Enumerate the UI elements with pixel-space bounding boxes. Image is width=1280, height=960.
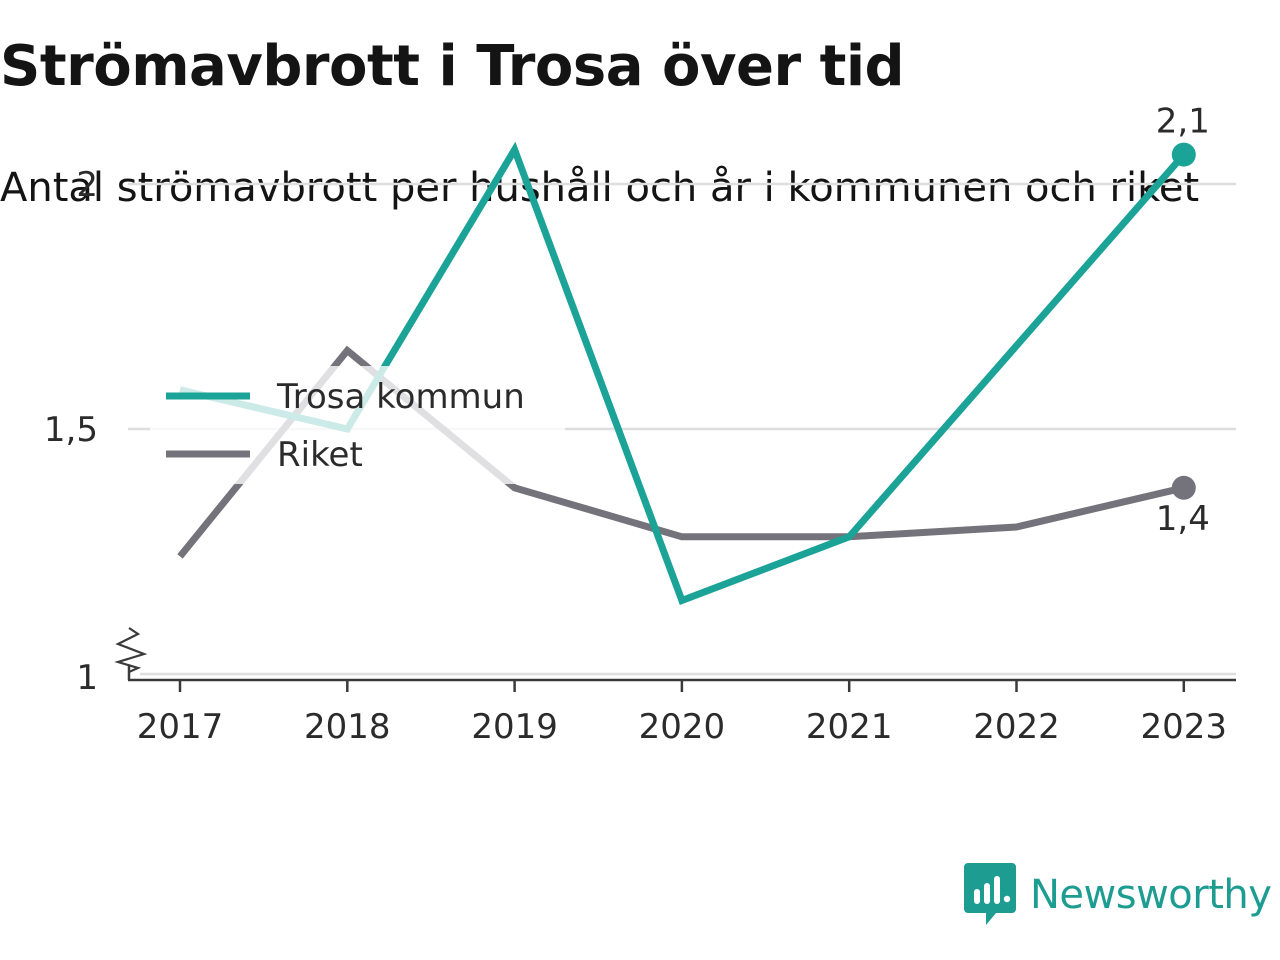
chart-subtitle: Antal strömavbrott per hushåll och år i …	[0, 165, 1200, 211]
x-tick-label: 2020	[639, 707, 726, 747]
legend-label: Riket	[277, 435, 363, 475]
brand-name: Newsworthy	[1030, 872, 1272, 918]
x-tick-label: 2023	[1141, 707, 1228, 747]
end-point-riket	[1171, 475, 1196, 500]
legend-background	[150, 366, 565, 484]
axis-break-icon	[114, 627, 148, 674]
x-tick-label: 2018	[304, 707, 391, 747]
x-tick-label: 2017	[137, 707, 224, 747]
axes: 1 1,5 2 2017 2018 2019 2020 2021 2022 2023	[44, 165, 1236, 747]
end-labels: 2,1 1,4	[1156, 102, 1210, 539]
legend-label: Trosa kommun	[276, 377, 525, 417]
y-tick-label: 1,5	[44, 410, 98, 450]
y-tick-label: 2	[76, 165, 98, 205]
chart-title: Strömavbrott i Trosa över tid	[0, 34, 905, 99]
y-tick-label: 1	[76, 658, 98, 698]
end-label-trosa: 2,1	[1156, 102, 1210, 142]
x-tick-label: 2021	[806, 707, 893, 747]
brand-footer: Newsworthy	[964, 862, 1272, 928]
series-line-riket	[177, 345, 1185, 559]
x-tick-label: 2019	[471, 707, 558, 747]
end-point-trosa	[1171, 142, 1196, 167]
end-label-riket: 1,4	[1156, 499, 1210, 539]
legend: Trosa kommun Riket	[150, 366, 565, 484]
x-tick-label: 2022	[973, 707, 1060, 747]
newsworthy-logo-icon	[964, 863, 1016, 925]
